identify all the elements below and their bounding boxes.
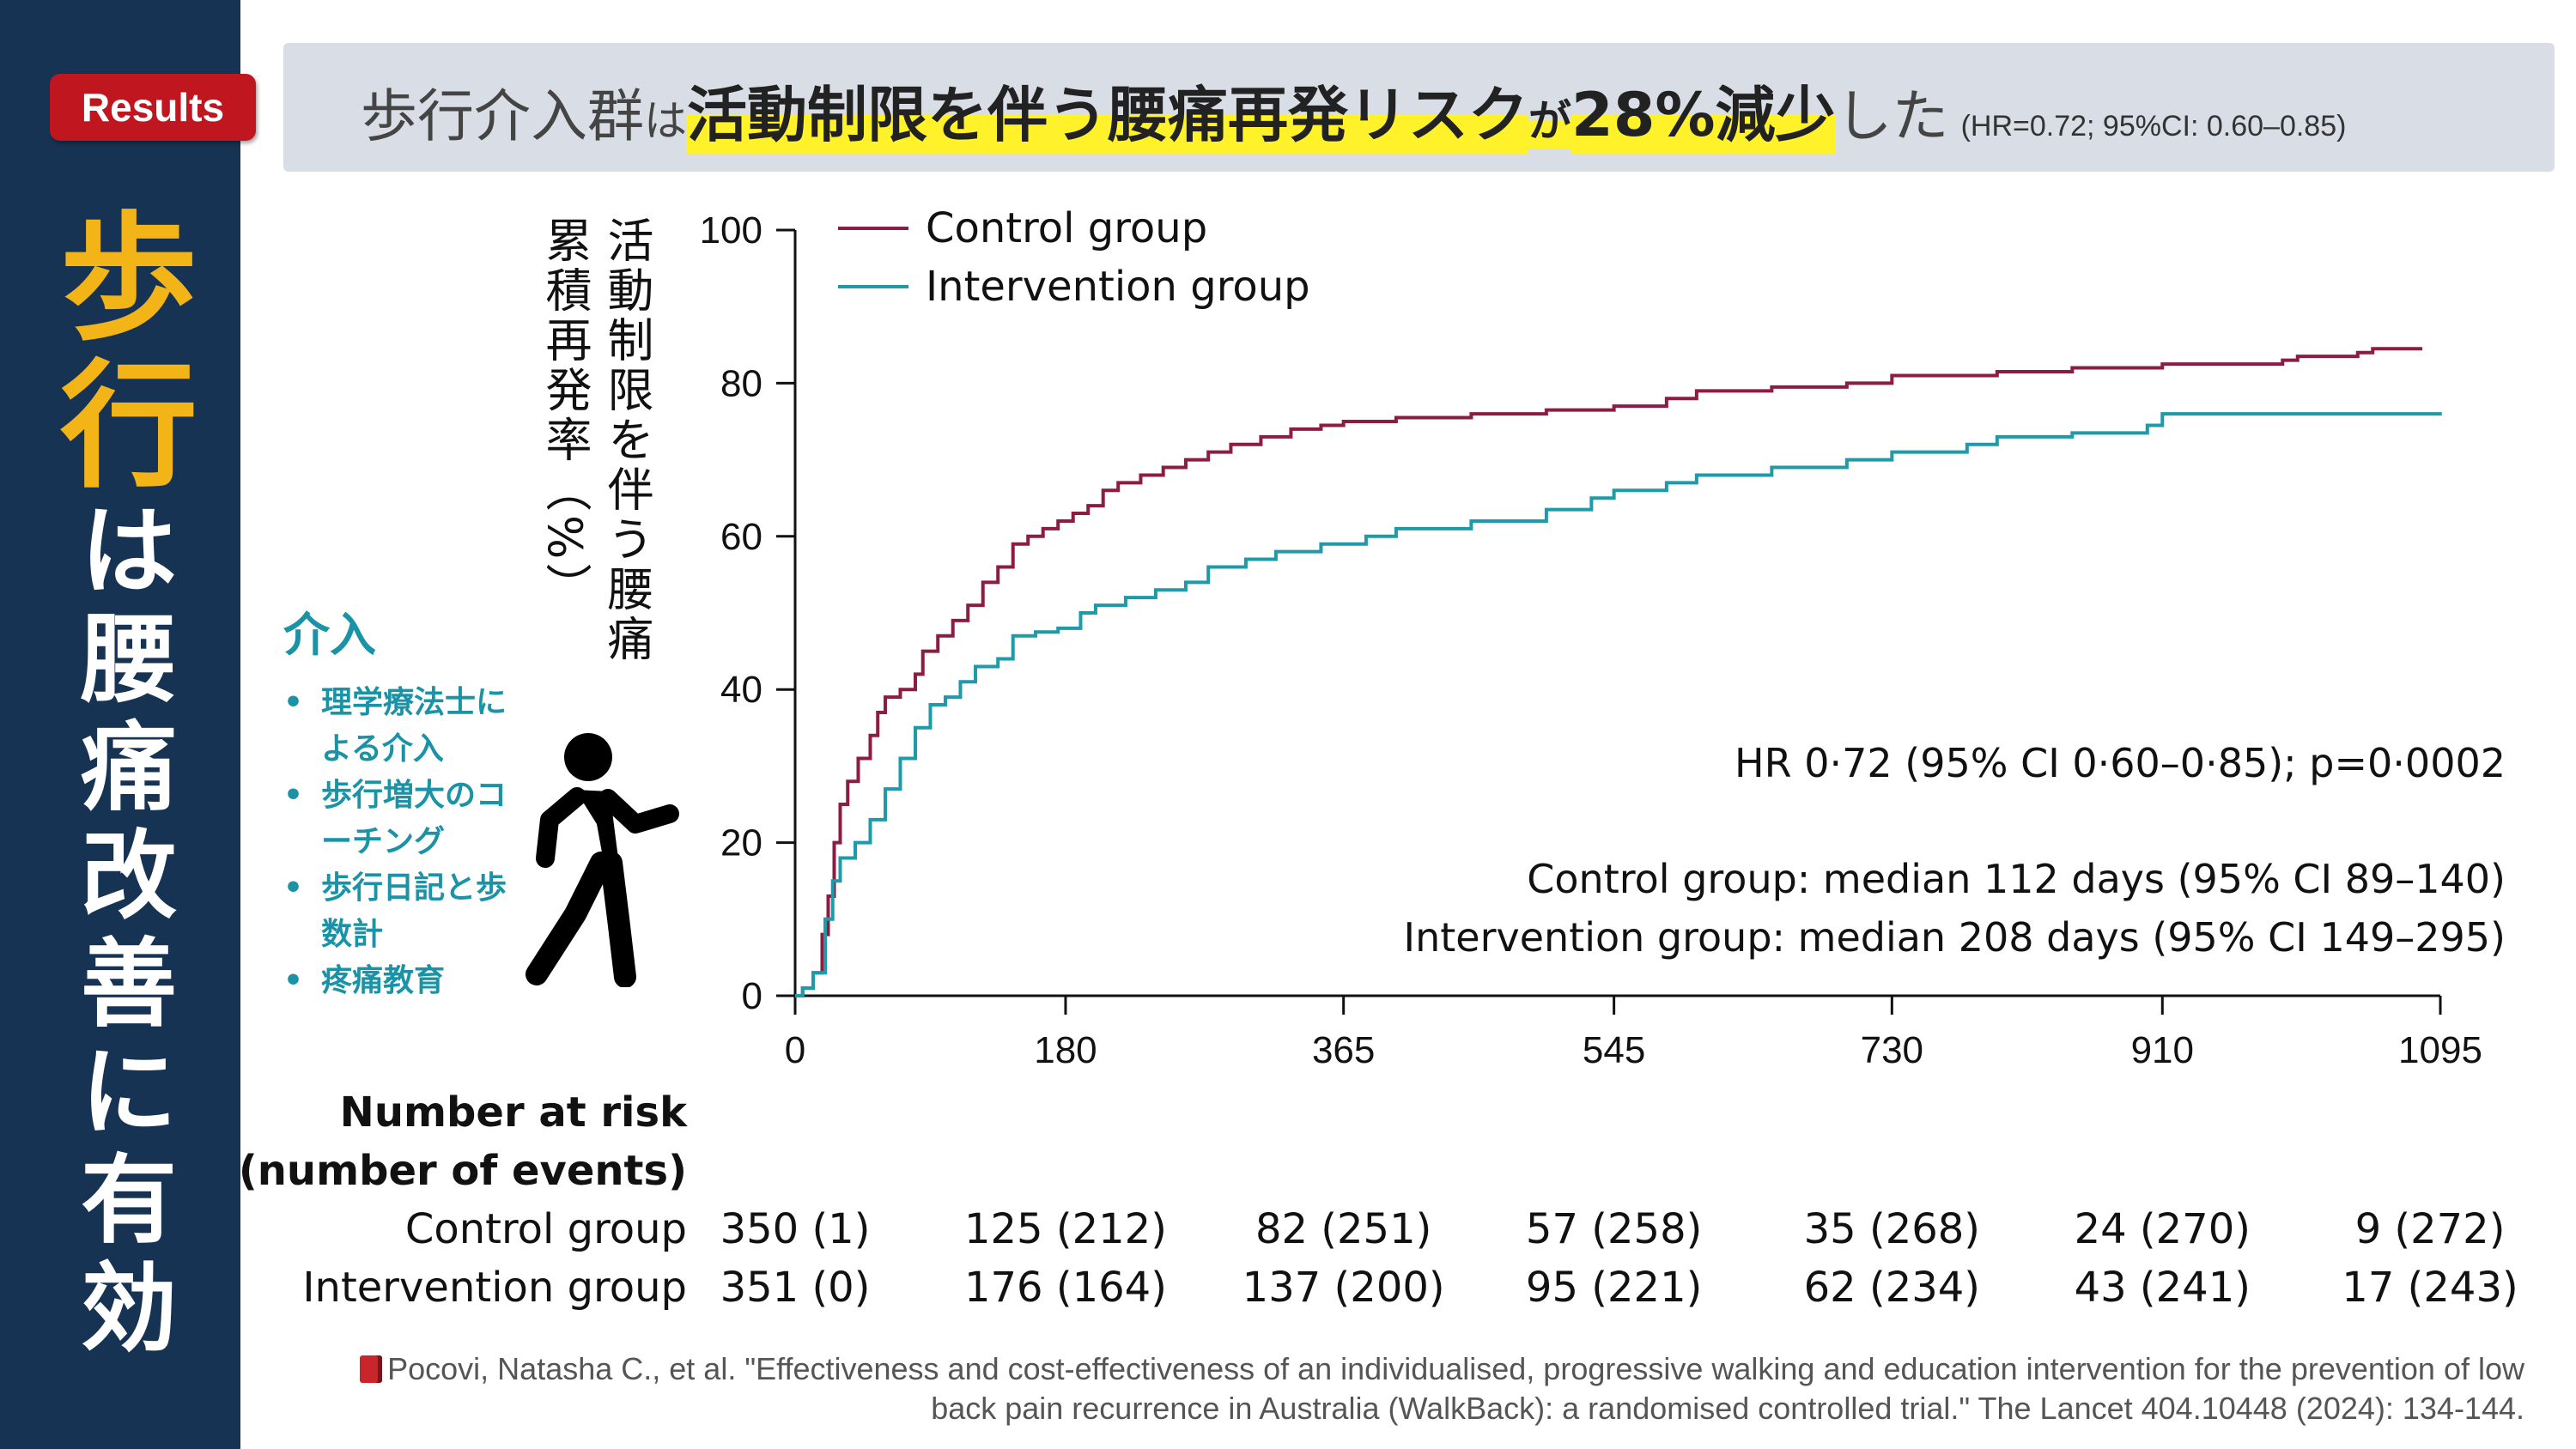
sidebar: Results 歩 行 は 腰 痛 改 善 に 有 効 [0, 0, 256, 1449]
citation: Pocovi, Natasha C., et al. "Effectivenes… [318, 1349, 2524, 1428]
risk-row-label-intervention: Intervention group [302, 1264, 687, 1312]
intervention-group-line [795, 412, 2442, 997]
risk-cell: 62 (234) [1803, 1264, 1981, 1312]
vertical-title-char: に [81, 1037, 177, 1149]
vertical-title-char: 腰 [81, 604, 177, 716]
risk-header-line2: (number of events) [238, 1147, 687, 1195]
x-tick-label: 730 [1861, 1029, 1923, 1071]
intervention-item: 疼痛教育 [283, 958, 536, 1004]
vertical-title-char: は [81, 496, 177, 608]
y-tick-label: 60 [720, 516, 762, 558]
x-tick-label: 365 [1312, 1029, 1375, 1071]
risk-row-label-control: Control group [404, 1205, 687, 1253]
intervention-title: 介入 [283, 608, 376, 662]
legend-label: Intervention group [926, 263, 1310, 311]
legend-label: Control group [926, 204, 1207, 252]
chart-legend: Control group Intervention group [838, 204, 1310, 311]
intervention-item: 歩行日記と歩数計 [283, 865, 536, 958]
risk-cell: 43 (241) [2074, 1264, 2251, 1312]
chart-axes: 0 180 365 545 730 910 1095 0 20 40 60 80 100 [700, 209, 2482, 1071]
vertical-title-char: 改 [81, 821, 177, 932]
vertical-title: 歩 行 は 腰 痛 改 善 に 有 効 [52, 210, 206, 1369]
book-icon [360, 1355, 383, 1383]
chart-annotation: Control group: median 112 days (95% CI 8… [1527, 856, 2506, 902]
y-tick-label: 20 [720, 822, 762, 864]
risk-cell: 176 (164) [963, 1264, 1167, 1312]
headline: 歩行介入群 は 活動制限を伴う腰痛再発リスク が 28%減少 した (HR=0.… [361, 67, 2347, 154]
headline-hr: (HR=0.72; 95%CI: 0.60–0.85) [1960, 110, 2347, 142]
control-group-line [795, 347, 2422, 997]
risk-cell: 95 (221) [1525, 1264, 1703, 1312]
chart-annotation: Intervention group: median 208 days (95%… [1404, 914, 2506, 961]
results-badge: Results [50, 74, 256, 141]
intervention-list: 介入 理学療法士による介入 歩行増大のコーチング 歩行日記と歩数計 疼痛教育 [283, 597, 536, 1004]
headline-highlight-particle: が [1528, 87, 1571, 149]
intervention-item: 歩行増大のコーチング [283, 773, 536, 865]
y-tick-label: 0 [742, 975, 762, 1017]
risk-cell: 137 (200) [1242, 1264, 1445, 1312]
risk-cell: 125 (212) [963, 1205, 1167, 1253]
y-tick-label: 100 [700, 209, 762, 252]
headline-highlight: 活動制限を伴う腰痛再発リスク [687, 67, 1528, 154]
risk-cell: 57 (258) [1525, 1205, 1703, 1253]
y-axis-label-line1: 活動制限を伴う腰痛 [599, 216, 653, 664]
risk-cell: 82 (251) [1255, 1205, 1432, 1253]
vertical-title-char: 効 [81, 1253, 177, 1365]
y-axis-label-line2: 累積再発率（%） [538, 216, 592, 613]
risk-cell: 35 (268) [1803, 1205, 1981, 1253]
x-tick-label: 0 [785, 1029, 805, 1071]
chart-series [795, 347, 2442, 997]
risk-cell: 351 (0) [720, 1264, 871, 1312]
headline-particle: は [644, 96, 687, 146]
risk-cell: 9 (272) [2354, 1205, 2506, 1253]
risk-cell: 17 (243) [2342, 1264, 2518, 1312]
headline-prefix: 歩行介入群 [361, 83, 644, 149]
intervention-item: 理学療法士による介入 [283, 680, 536, 773]
vertical-title-char: 善 [81, 929, 177, 1040]
y-tick-label: 80 [720, 362, 762, 404]
walking-person-icon [526, 733, 679, 987]
vertical-title-char: 有 [81, 1145, 177, 1257]
chart-annotations: HR 0·72 (95% CI 0·60–0·85); p=0·0002 Cont… [1404, 740, 2506, 961]
x-tick-label: 180 [1034, 1029, 1097, 1071]
x-tick-label: 910 [2131, 1029, 2194, 1071]
x-tick-label: 1095 [2398, 1029, 2482, 1071]
chart-annotation: HR 0·72 (95% CI 0·60–0·85); p=0·0002 [1735, 740, 2506, 786]
citation-text: Pocovi, Natasha C., et al. "Effectivenes… [387, 1351, 2524, 1426]
risk-cell: 24 (270) [2074, 1205, 2251, 1253]
y-tick-label: 40 [720, 669, 762, 711]
vertical-title-char: 歩 [59, 198, 197, 359]
vertical-title-char: 痛 [81, 712, 177, 824]
vertical-title-char: 行 [59, 346, 197, 506]
headline-suffix: した [1835, 83, 1949, 149]
risk-cell: 350 (1) [720, 1205, 871, 1253]
headline-highlight-value: 28%減少 [1571, 67, 1836, 154]
x-tick-label: 545 [1583, 1029, 1645, 1071]
risk-header-line1: Number at risk [339, 1088, 687, 1137]
